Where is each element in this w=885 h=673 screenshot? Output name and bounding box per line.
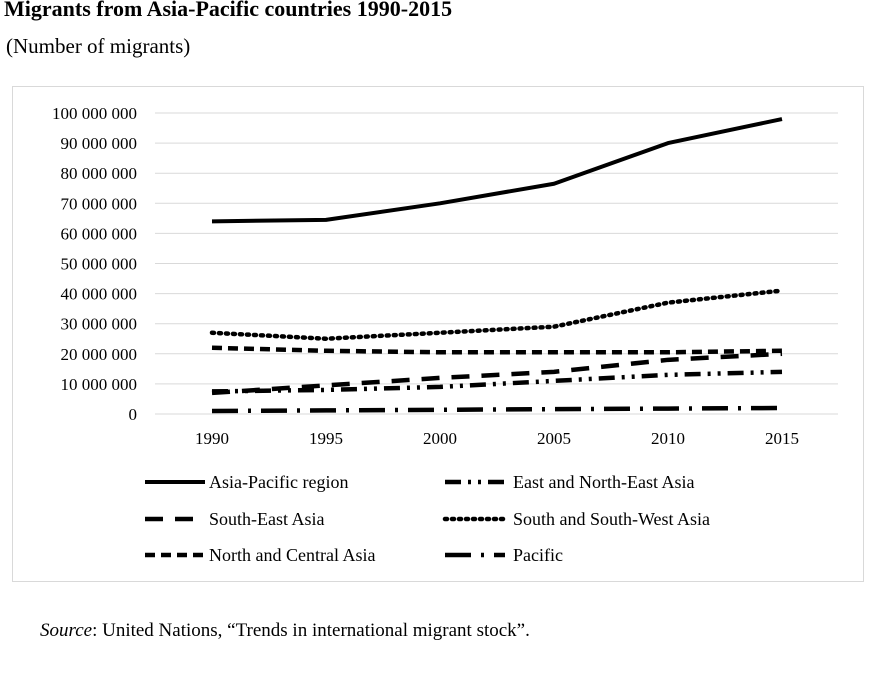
- source-label: Source: [40, 620, 93, 641]
- legend-label: Asia-Pacific region: [209, 472, 348, 492]
- x-tick-label: 1995: [309, 429, 343, 448]
- x-tick-label: 2005: [537, 429, 571, 448]
- series-line-5: [211, 345, 783, 355]
- x-tick-label: 1990: [195, 429, 229, 448]
- series-line-6: [211, 405, 783, 414]
- series-line-4: [209, 288, 785, 341]
- x-tick-label: 2015: [765, 429, 799, 448]
- chart-frame: 0 10 000 000 20 000 000 30 000 000 40 000 00…: [12, 86, 864, 582]
- y-tick-label: 10 000 000: [61, 375, 138, 394]
- source-note: Source: United Nations, “Trends in inter…: [40, 620, 530, 642]
- y-tick-label: 20 000 000: [61, 345, 138, 364]
- series-line-3: [211, 351, 783, 396]
- legend-label: South-East Asia: [209, 509, 325, 529]
- legend-label: East and North-East Asia: [513, 472, 694, 492]
- chart-subtitle: (Number of migrants): [6, 34, 191, 58]
- y-tick-label: 80 000 000: [61, 164, 138, 183]
- legend-label: Pacific: [513, 545, 563, 565]
- chart-title: Migrants from Asia-Pacific countries 199…: [4, 0, 453, 21]
- y-tick-label: 90 000 000: [61, 134, 138, 153]
- source-text: : United Nations, “Trends in internation…: [92, 620, 530, 641]
- y-tick-label: 60 000 000: [61, 224, 138, 243]
- x-tick-label: 2000: [423, 429, 457, 448]
- series-line-2: [211, 369, 783, 394]
- y-tick-label: 100 000 000: [52, 104, 137, 123]
- y-tick-label: 40 000 000: [61, 285, 138, 304]
- legend-label: South and South-West Asia: [513, 509, 710, 529]
- y-tick-label: 30 000 000: [61, 315, 138, 334]
- line-chart: 0 10 000 000 20 000 000 30 000 000 40 000 00…: [52, 104, 838, 565]
- series-line-1: [211, 117, 783, 224]
- y-tick-label: 0: [129, 405, 138, 424]
- y-tick-label: 70 000 000: [61, 194, 138, 213]
- y-tick-label: 50 000 000: [61, 255, 138, 274]
- legend-label: North and Central Asia: [209, 545, 375, 565]
- x-tick-label: 2010: [651, 429, 685, 448]
